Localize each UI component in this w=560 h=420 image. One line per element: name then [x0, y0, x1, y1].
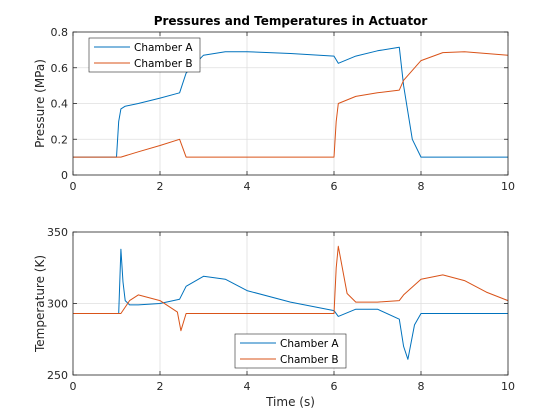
x-tick-label: 6 — [331, 380, 338, 393]
legend-box — [234, 333, 347, 369]
x-axis-label: Time (s) — [265, 395, 315, 409]
y-tick-label: 0.8 — [51, 26, 69, 39]
legend-box — [88, 37, 201, 73]
x-tick-label: 2 — [157, 380, 164, 393]
legend-entry: Chamber B — [134, 58, 193, 70]
series-line-chamber-b — [73, 51, 509, 158]
series-line-chamber-b — [73, 245, 509, 332]
y-axis-label: Temperature (K) — [33, 255, 47, 353]
series-line-chamber-a — [73, 46, 508, 158]
x-tick-label: 2 — [157, 180, 164, 193]
x-tick-label: 10 — [501, 380, 515, 393]
y-tick-label: 0.4 — [51, 98, 69, 111]
legend-entry: Chamber A — [280, 338, 339, 350]
y-axis-label: Pressure (MPa) — [33, 59, 47, 148]
y-tick-label: 300 — [47, 298, 68, 311]
x-tick-label: 0 — [70, 180, 77, 193]
series-line-chamber-a — [73, 248, 508, 360]
x-tick-label: 8 — [418, 180, 425, 193]
x-tick-label: 8 — [418, 380, 425, 393]
y-tick-label: 0.2 — [51, 133, 69, 146]
x-tick-label: 4 — [244, 180, 251, 193]
y-tick-label: 0.6 — [51, 62, 69, 75]
x-tick-label: 6 — [331, 180, 338, 193]
y-tick-label: 350 — [47, 226, 68, 239]
legend-entry: Chamber A — [134, 42, 193, 54]
legend-entry: Chamber B — [280, 354, 339, 366]
x-tick-label: 0 — [70, 380, 77, 393]
y-tick-label: 0 — [61, 169, 68, 182]
y-tick-label: 250 — [47, 369, 68, 382]
x-tick-label: 10 — [501, 180, 515, 193]
chart-title: Pressures and Temperatures in Actuator — [154, 14, 428, 28]
x-tick-label: 4 — [244, 380, 251, 393]
